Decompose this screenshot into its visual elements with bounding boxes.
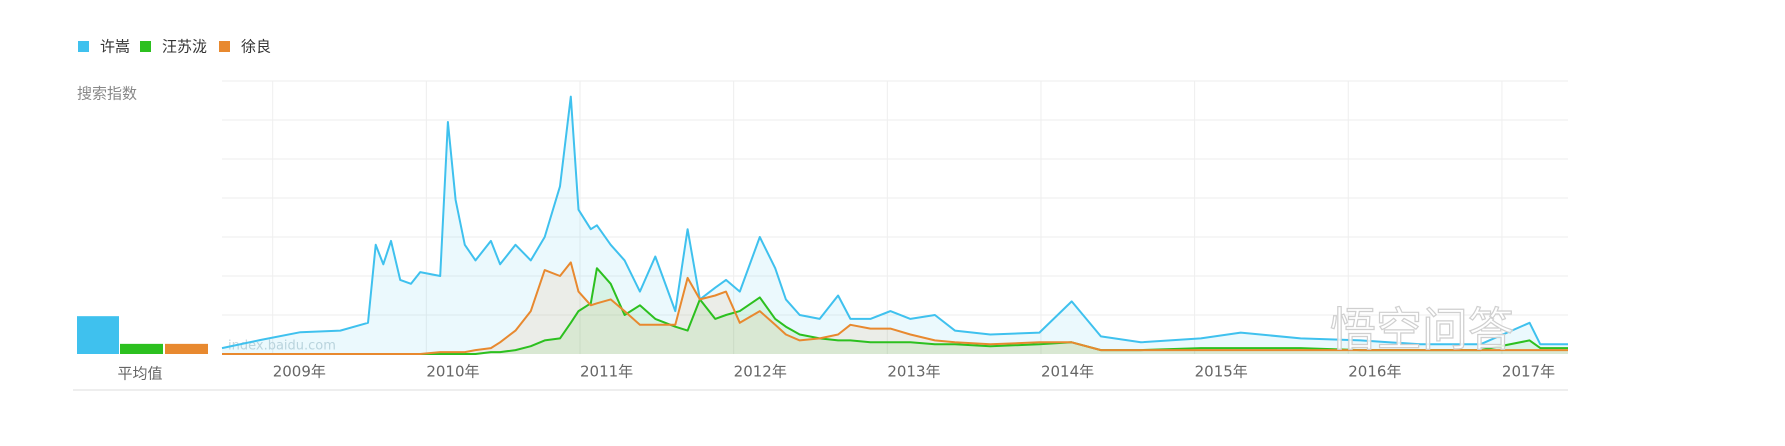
x-tick-label: 2017年 [1502,363,1555,381]
legend-label: 徐良 [241,38,271,56]
x-tick-label: 2010年 [426,363,479,381]
average-bar [120,343,163,354]
x-tick-label: 2013年 [887,363,940,381]
x-tick-label: 2009年 [273,363,326,381]
legend-swatch [78,41,89,52]
watermark: 悟空问答 [1330,303,1514,357]
series-area [222,96,1568,354]
x-tick-label: 2015年 [1195,363,1248,381]
x-tick-label: 2014年 [1041,363,1094,381]
series-line [221,95,1568,350]
x-tick-label: 2016年 [1348,363,1401,381]
average-label: 平均值 [117,365,162,383]
x-tick-label: 2011年 [580,363,633,381]
legend-label: 许嵩 [100,38,130,56]
y-axis-label: 搜索指数 [77,85,137,103]
watermark: index.baidu.com [228,339,336,354]
legend-swatch [219,41,230,52]
legend-label: 汪苏泷 [162,38,207,56]
average-bar [77,316,119,354]
average-bar [165,343,208,354]
series-area [222,262,1568,354]
x-tick-label: 2012年 [734,363,787,381]
series-line [222,261,1568,355]
legend-swatch [140,41,151,52]
